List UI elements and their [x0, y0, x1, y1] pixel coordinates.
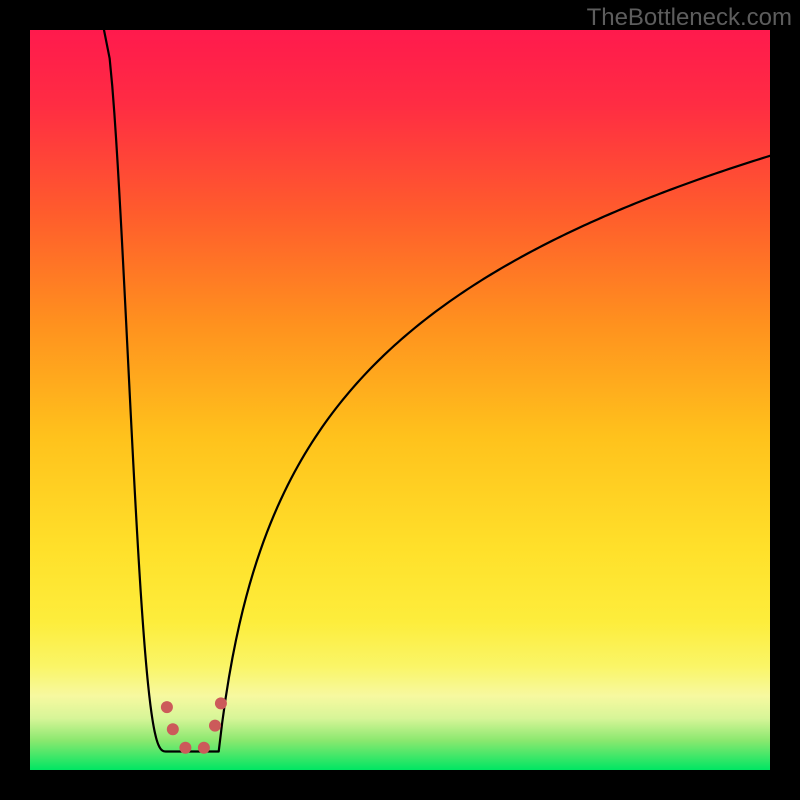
marker-point	[215, 697, 227, 709]
marker-group	[161, 697, 227, 753]
marker-point	[161, 701, 173, 713]
bottleneck-curve	[104, 30, 770, 752]
marker-point	[179, 742, 191, 754]
curve-layer	[30, 30, 770, 770]
plot-area	[30, 30, 770, 770]
watermark-text: TheBottleneck.com	[587, 4, 792, 32]
marker-point	[167, 723, 179, 735]
marker-point	[198, 742, 210, 754]
outer-frame: TheBottleneck.com	[0, 0, 800, 800]
marker-point	[209, 720, 221, 732]
